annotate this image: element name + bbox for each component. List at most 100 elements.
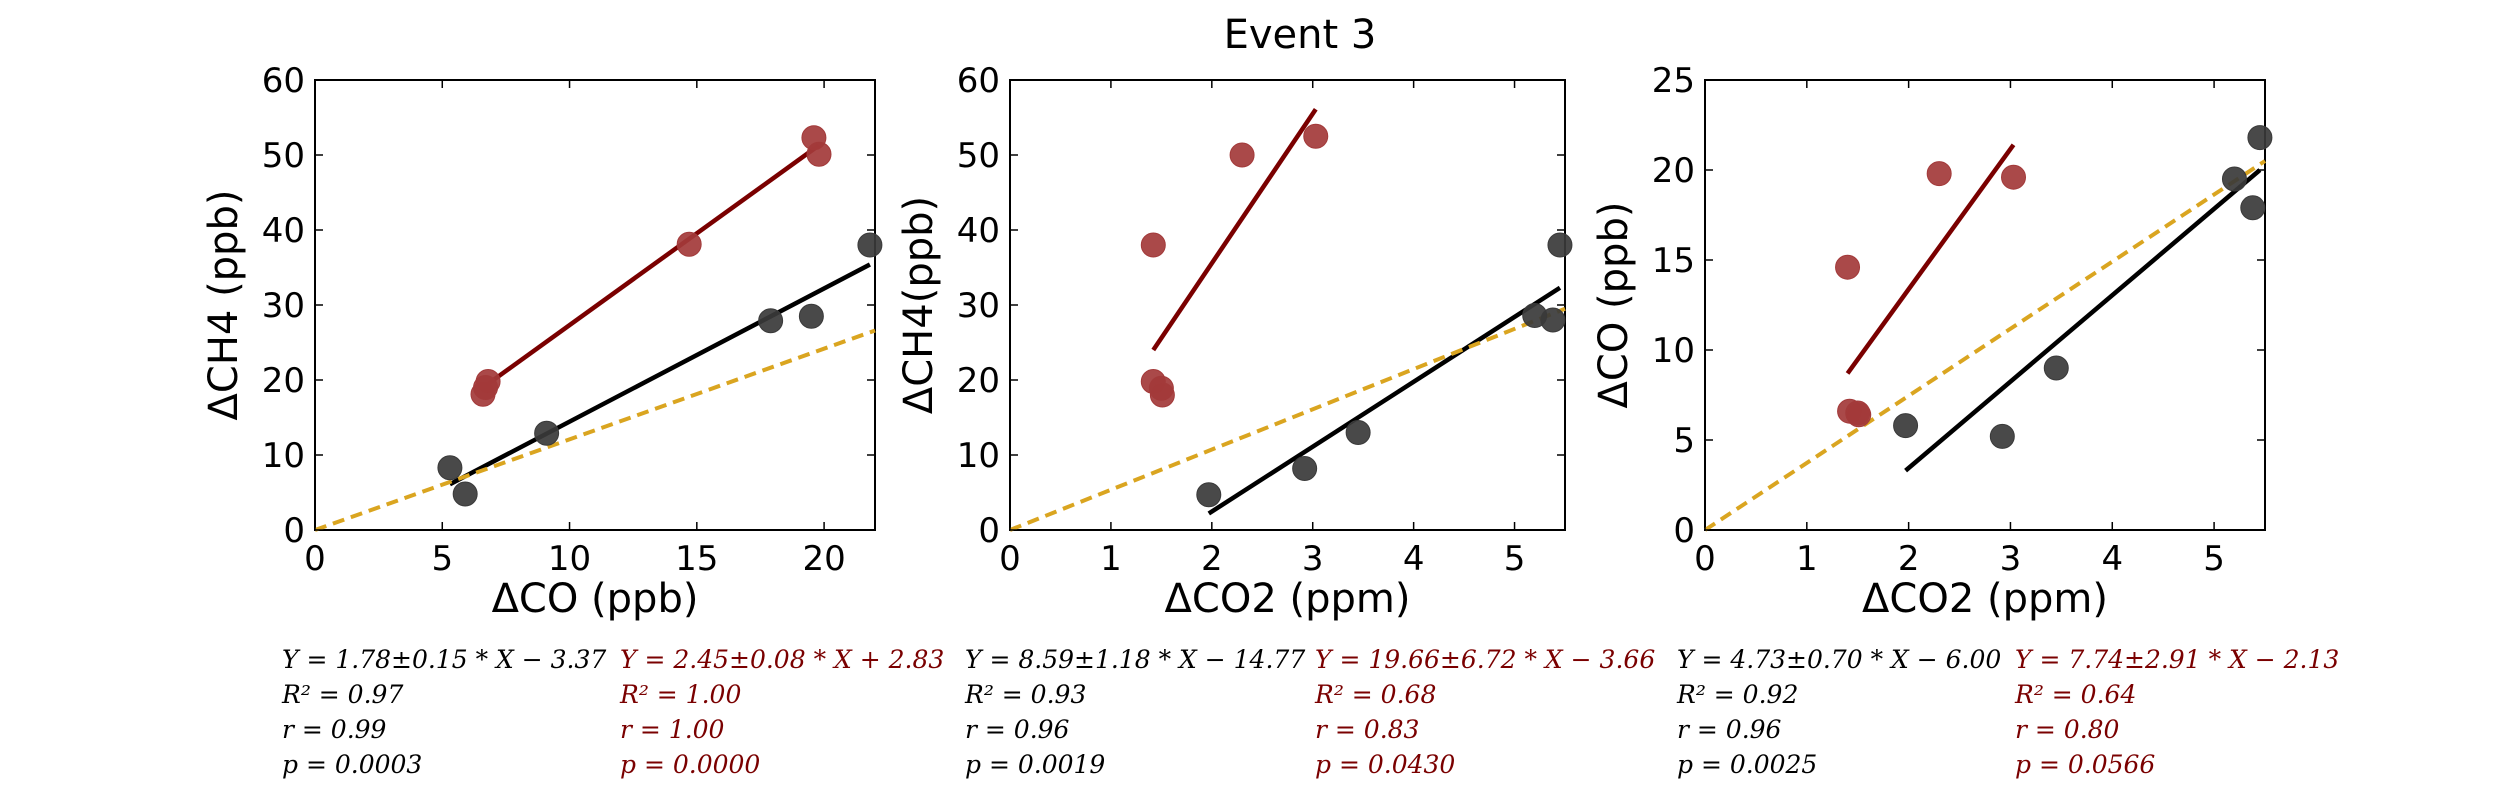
stat-r: r = 1.00 bbox=[620, 715, 725, 744]
stat-r-squared: R² = 0.64 bbox=[2014, 680, 2136, 709]
x-tick-label: 1 bbox=[1796, 539, 1818, 579]
stats-black: Y = 1.78±0.15 * X − 3.37 R² = 0.97 r = 0… bbox=[281, 645, 606, 779]
data-point-black bbox=[437, 455, 463, 481]
fit-line-red bbox=[1151, 107, 1318, 352]
x-tick-label: 5 bbox=[2203, 539, 2225, 579]
x-tick-label: 20 bbox=[802, 539, 845, 579]
stats-black: Y = 4.73±0.70 * X − 6.00 R² = 0.92 r = 0… bbox=[1676, 645, 2001, 779]
data-point-black bbox=[1540, 307, 1566, 333]
x-axis-label: ΔCO (ppb) bbox=[492, 576, 699, 622]
data-point-red bbox=[475, 369, 501, 394]
stat-equation: Y = 7.74±2.91 * X − 2.13 bbox=[2015, 645, 2339, 674]
x-tick-label: 2 bbox=[1898, 539, 1920, 579]
data-point-black bbox=[1893, 413, 1919, 439]
stat-r-squared: R² = 0.97 bbox=[281, 680, 403, 709]
x-tick-label: 3 bbox=[1302, 539, 1324, 579]
fit-line-black bbox=[1904, 168, 2262, 473]
stat-p: p = 0.0000 bbox=[620, 750, 760, 779]
y-tick-label: 10 bbox=[262, 436, 305, 476]
fit-lines bbox=[1703, 143, 2267, 532]
x-tick-label: 10 bbox=[548, 539, 591, 579]
stat-equation: Y = 2.45±0.08 * X + 2.83 bbox=[620, 645, 944, 674]
tick-labels: 0 5 10 15 20 0 10 20 30 40 50 60 bbox=[262, 61, 875, 579]
stat-p: p = 0.0025 bbox=[1677, 750, 1817, 779]
stat-r-squared: R² = 1.00 bbox=[619, 680, 741, 709]
stat-equation: Y = 4.73±0.70 * X − 6.00 bbox=[1677, 645, 2001, 674]
y-tick-label: 10 bbox=[1652, 331, 1695, 371]
y-tick-label: 60 bbox=[957, 61, 1000, 101]
data-point-black bbox=[2240, 195, 2266, 221]
x-tick-label: 2 bbox=[1201, 539, 1223, 579]
stat-p: p = 0.0566 bbox=[2015, 750, 2155, 779]
reference-line bbox=[1009, 306, 1566, 532]
stat-equation: Y = 19.66±6.72 * X − 3.66 bbox=[1315, 645, 1655, 674]
y-tick-label: 0 bbox=[1673, 511, 1695, 551]
y-tick-label: 15 bbox=[1652, 241, 1695, 281]
y-tick-label: 0 bbox=[283, 511, 305, 551]
x-tick-label: 5 bbox=[431, 539, 453, 579]
y-axis-label: ΔCH4(ppb) bbox=[896, 196, 942, 414]
x-tick-label: 0 bbox=[999, 539, 1021, 579]
stat-r-squared: R² = 0.68 bbox=[1314, 680, 1436, 709]
data-point-black bbox=[758, 308, 784, 334]
stat-r: r = 0.80 bbox=[2015, 715, 2120, 744]
stat-r: r = 0.96 bbox=[1677, 715, 1782, 744]
fit-line-red bbox=[1845, 143, 2016, 375]
data-point-red bbox=[676, 231, 702, 257]
panel-co-vs-co2: 0 1 2 3 4 5 0 5 10 15 20 25 ΔCO2 (ppm) ΔCO (ppb) Y … bbox=[1591, 61, 2339, 779]
data-point-red bbox=[806, 141, 832, 167]
y-tick-label: 20 bbox=[262, 361, 305, 401]
y-tick-label: 30 bbox=[957, 286, 1000, 326]
stat-r: r = 0.83 bbox=[1315, 715, 1419, 744]
y-tick-label: 5 bbox=[1673, 421, 1695, 461]
y-tick-label: 20 bbox=[957, 361, 1000, 401]
data-points bbox=[437, 125, 883, 507]
plot-area bbox=[1704, 79, 2266, 531]
y-tick-label: 20 bbox=[1652, 151, 1695, 191]
x-tick-label: 1 bbox=[1100, 539, 1122, 579]
data-point-red bbox=[1229, 142, 1255, 168]
y-axis-label: ΔCO (ppb) bbox=[1591, 202, 1637, 409]
data-point-red bbox=[1149, 382, 1175, 408]
reference-line bbox=[1703, 159, 2267, 532]
stat-r: r = 0.99 bbox=[282, 715, 387, 744]
x-tick-label: 4 bbox=[2101, 539, 2123, 579]
stat-p: p = 0.0019 bbox=[965, 750, 1105, 779]
x-tick-label: 3 bbox=[2000, 539, 2022, 579]
data-point-black bbox=[1547, 232, 1573, 258]
x-tick-label: 5 bbox=[1504, 539, 1526, 579]
data-point-red bbox=[1140, 232, 1166, 258]
data-point-black bbox=[1196, 482, 1222, 508]
y-tick-label: 25 bbox=[1652, 61, 1695, 101]
figure-title: Event 3 bbox=[1224, 12, 1377, 58]
y-axis-label: ΔCH4 (ppb) bbox=[201, 190, 247, 421]
y-tick-label: 50 bbox=[957, 136, 1000, 176]
fit-lines bbox=[314, 143, 876, 532]
data-point-black bbox=[1989, 423, 2015, 449]
fit-lines bbox=[1009, 107, 1566, 532]
data-point-black bbox=[2221, 166, 2247, 192]
data-points bbox=[1140, 123, 1573, 508]
axes-frame bbox=[1704, 79, 2266, 531]
x-tick-label: 0 bbox=[304, 539, 326, 579]
reference-line bbox=[314, 328, 876, 532]
x-axis-label: ΔCO2 (ppm) bbox=[1862, 576, 2108, 622]
y-tick-label: 10 bbox=[957, 436, 1000, 476]
stat-r: r = 0.96 bbox=[965, 715, 1070, 744]
data-point-red bbox=[1303, 123, 1329, 149]
fit-line-black bbox=[448, 262, 871, 487]
data-point-black bbox=[1292, 456, 1318, 481]
stats-red: Y = 2.45±0.08 * X + 2.83 R² = 1.00 r = 1… bbox=[619, 645, 944, 779]
data-point-black bbox=[2247, 125, 2273, 151]
y-tick-label: 30 bbox=[262, 286, 305, 326]
y-tick-label: 40 bbox=[957, 211, 1000, 251]
y-tick-label: 60 bbox=[262, 61, 305, 101]
y-tick-label: 0 bbox=[978, 511, 1000, 551]
data-points bbox=[1835, 125, 2273, 449]
stat-r-squared: R² = 0.93 bbox=[964, 680, 1086, 709]
stats-black: Y = 8.59±1.18 * X − 14.77 R² = 0.93 r = … bbox=[964, 645, 1305, 779]
stat-equation: Y = 1.78±0.15 * X − 3.37 bbox=[282, 645, 606, 674]
